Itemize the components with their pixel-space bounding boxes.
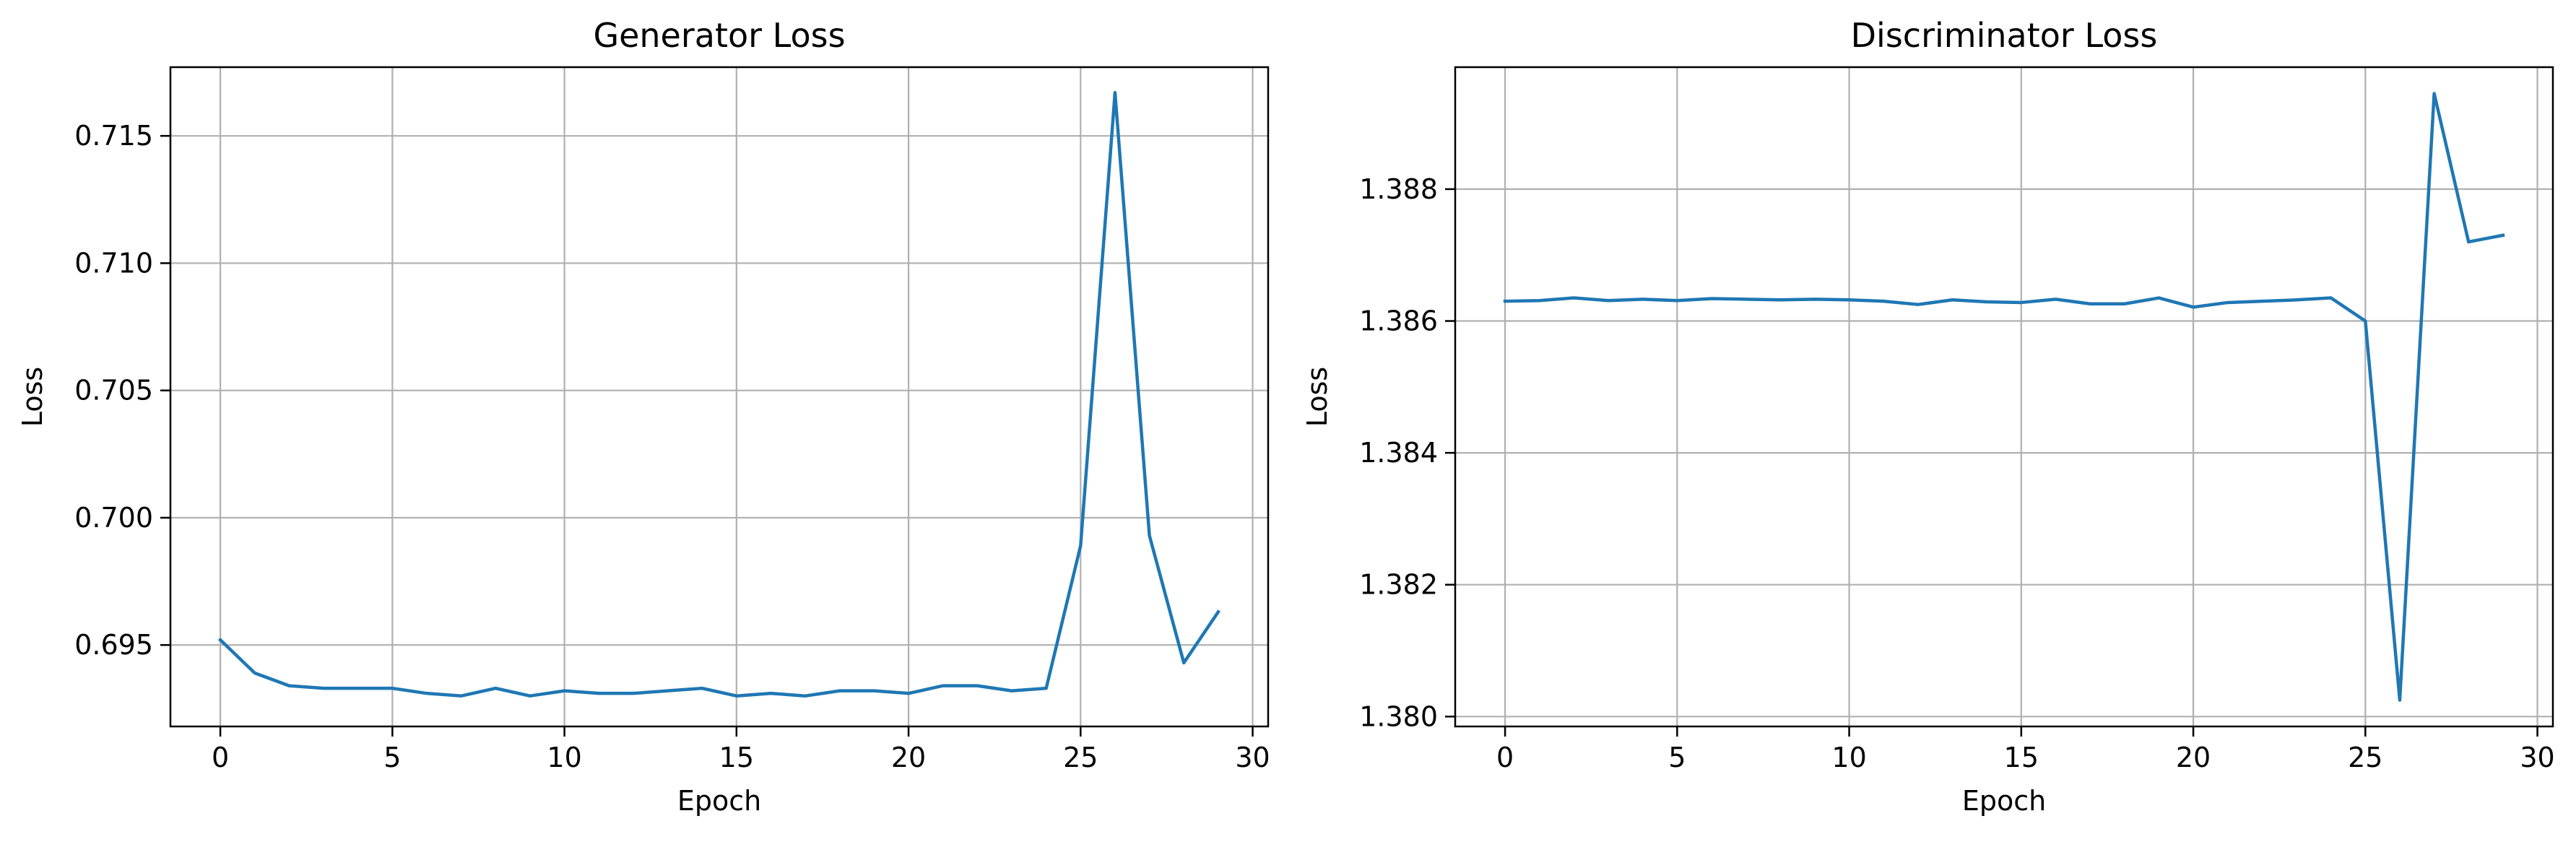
generator-loss-chart: 0 5 10 15 20 25 30 0.695 0.700 0.705 0.710 0.715 Gen… bbox=[17, 16, 1270, 817]
x-tick-label: 20 bbox=[891, 742, 926, 773]
x-tick-label: 0 bbox=[212, 742, 229, 773]
y-tick-label: 1.386 bbox=[1359, 305, 1438, 337]
x-tick-label: 20 bbox=[2176, 742, 2211, 773]
y-axis-label: Loss bbox=[17, 367, 48, 427]
y-tick-label: 0.715 bbox=[74, 120, 153, 152]
x-tick-label: 30 bbox=[1235, 742, 1270, 773]
y-tick-label: 0.700 bbox=[74, 502, 153, 534]
y-tick-label: 1.388 bbox=[1359, 173, 1438, 205]
y-tick-label: 1.380 bbox=[1359, 700, 1438, 732]
discriminator-loss-chart: 0 5 10 15 20 25 30 1.380 1.382 1.384 1.386 1.388 Dis… bbox=[1301, 16, 2555, 817]
x-tick-label: 25 bbox=[2348, 742, 2382, 773]
x-tick-label: 15 bbox=[2004, 742, 2039, 773]
chart-title: Generator Loss bbox=[593, 16, 845, 55]
loss-series-line bbox=[1503, 92, 2505, 702]
y-tick-label: 1.384 bbox=[1359, 437, 1438, 469]
x-tick-label: 10 bbox=[1831, 742, 1866, 773]
x-axis-label: Epoch bbox=[677, 785, 761, 817]
loss-series-line bbox=[217, 91, 1221, 698]
x-tick-label: 15 bbox=[719, 742, 754, 773]
x-axis-label: Epoch bbox=[1962, 785, 2046, 817]
y-axis-label: Loss bbox=[1301, 367, 1333, 427]
chart-title: Discriminator Loss bbox=[1851, 16, 2158, 55]
plot-frame bbox=[169, 66, 1270, 728]
x-tick-label: 5 bbox=[1668, 742, 1686, 773]
y-tick-label: 1.382 bbox=[1359, 569, 1438, 601]
plot-frame bbox=[1454, 66, 2554, 728]
y-tick-label: 0.710 bbox=[74, 247, 153, 279]
y-tick-label: 0.695 bbox=[74, 629, 153, 661]
x-tick-label: 0 bbox=[1496, 742, 1514, 773]
x-tick-label: 5 bbox=[383, 742, 401, 773]
y-tick-label: 0.705 bbox=[74, 375, 153, 407]
x-tick-label: 30 bbox=[2520, 742, 2554, 773]
x-tick-label: 10 bbox=[547, 742, 581, 773]
x-tick-label: 25 bbox=[1063, 742, 1098, 773]
